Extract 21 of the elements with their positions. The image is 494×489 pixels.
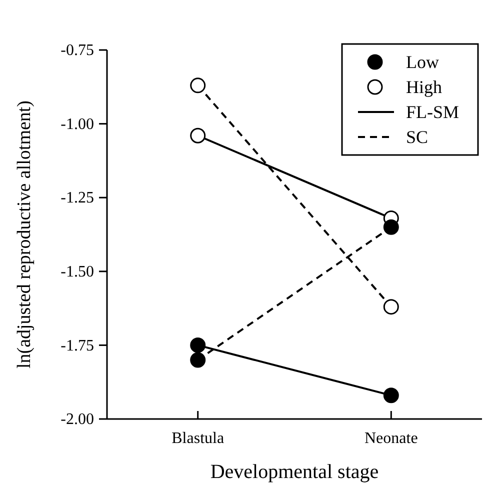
y-tick-label: -2.00 (60, 411, 94, 428)
legend-label: SC (406, 127, 428, 147)
y-tick-label: -1.75 (60, 337, 94, 354)
y-tick-label: -0.75 (60, 42, 94, 60)
y-tick-label: -1.00 (60, 116, 94, 133)
x-tick-label: Neonate (364, 430, 418, 447)
x-tick-label: Blastula (172, 430, 224, 447)
point (383, 388, 399, 404)
legend-label: Low (406, 52, 439, 72)
legend-label: High (406, 77, 442, 97)
point (190, 352, 206, 368)
y-tick-label: -1.50 (60, 264, 94, 281)
point (383, 219, 399, 235)
y-axis-title: ln(adjusted reproductive allotment) (14, 100, 35, 369)
legend-label: FL-SM (406, 102, 460, 122)
y-tick-label: -1.25 (60, 190, 94, 207)
point (190, 128, 206, 144)
point (190, 78, 206, 94)
x-axis-title: Developmental stage (210, 461, 379, 483)
point (383, 299, 399, 315)
point (190, 337, 206, 353)
